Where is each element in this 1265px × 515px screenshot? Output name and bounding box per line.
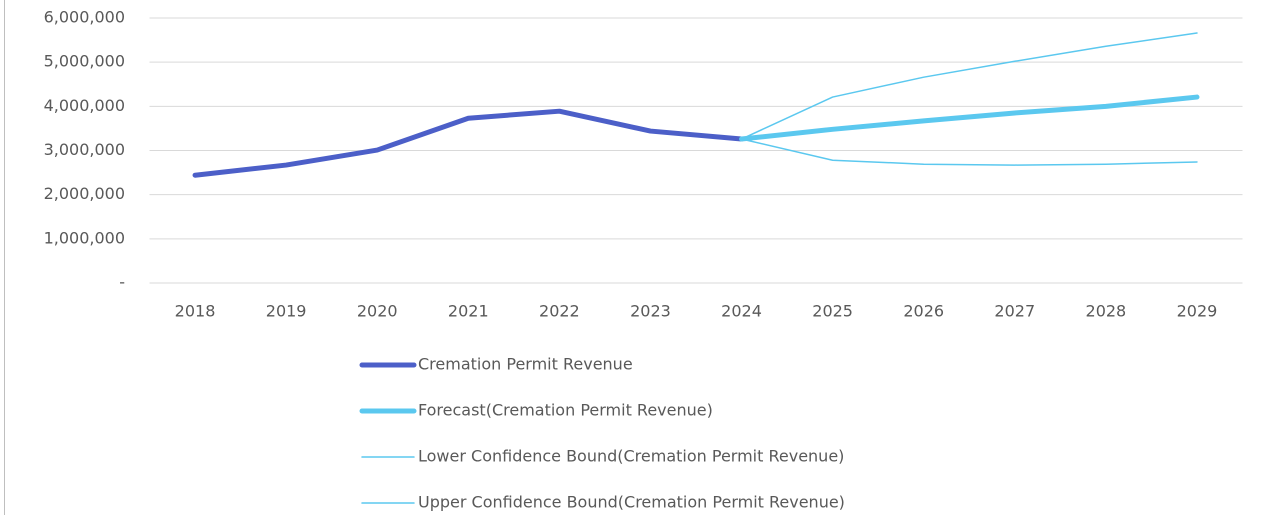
x-tick-label: 2020 <box>357 302 398 321</box>
legend-label: Lower Confidence Bound(Cremation Permit … <box>418 447 844 466</box>
x-tick-label: 2029 <box>1177 302 1218 321</box>
series-line <box>740 32 1198 140</box>
y-tick-label: 4,000,000 <box>44 96 125 115</box>
x-tick-label: 2027 <box>994 302 1035 321</box>
series-line <box>740 138 1198 166</box>
legend-label: Upper Confidence Bound(Cremation Permit … <box>418 493 845 512</box>
x-tick-label: 2018 <box>175 302 216 321</box>
y-tick-label: 3,000,000 <box>44 140 125 159</box>
x-tick-label: 2019 <box>266 302 307 321</box>
legend-label: Forecast(Cremation Permit Revenue) <box>418 401 713 420</box>
x-tick-label: 2024 <box>721 302 762 321</box>
x-tick-label: 2021 <box>448 302 489 321</box>
x-tick-label: 2028 <box>1086 302 1127 321</box>
x-tick-label: 2023 <box>630 302 671 321</box>
y-tick-label: 6,000,000 <box>44 8 125 27</box>
x-tick-label: 2025 <box>812 302 853 321</box>
y-tick-label: - <box>119 273 125 292</box>
legend-label: Cremation Permit Revenue <box>418 355 633 374</box>
y-tick-label: 1,000,000 <box>44 228 125 247</box>
series-line <box>739 94 1200 142</box>
y-tick-label: 5,000,000 <box>44 52 125 71</box>
x-tick-label: 2022 <box>539 302 580 321</box>
x-tick-label: 2026 <box>903 302 944 321</box>
series-line <box>192 108 745 178</box>
y-tick-label: 2,000,000 <box>44 184 125 203</box>
